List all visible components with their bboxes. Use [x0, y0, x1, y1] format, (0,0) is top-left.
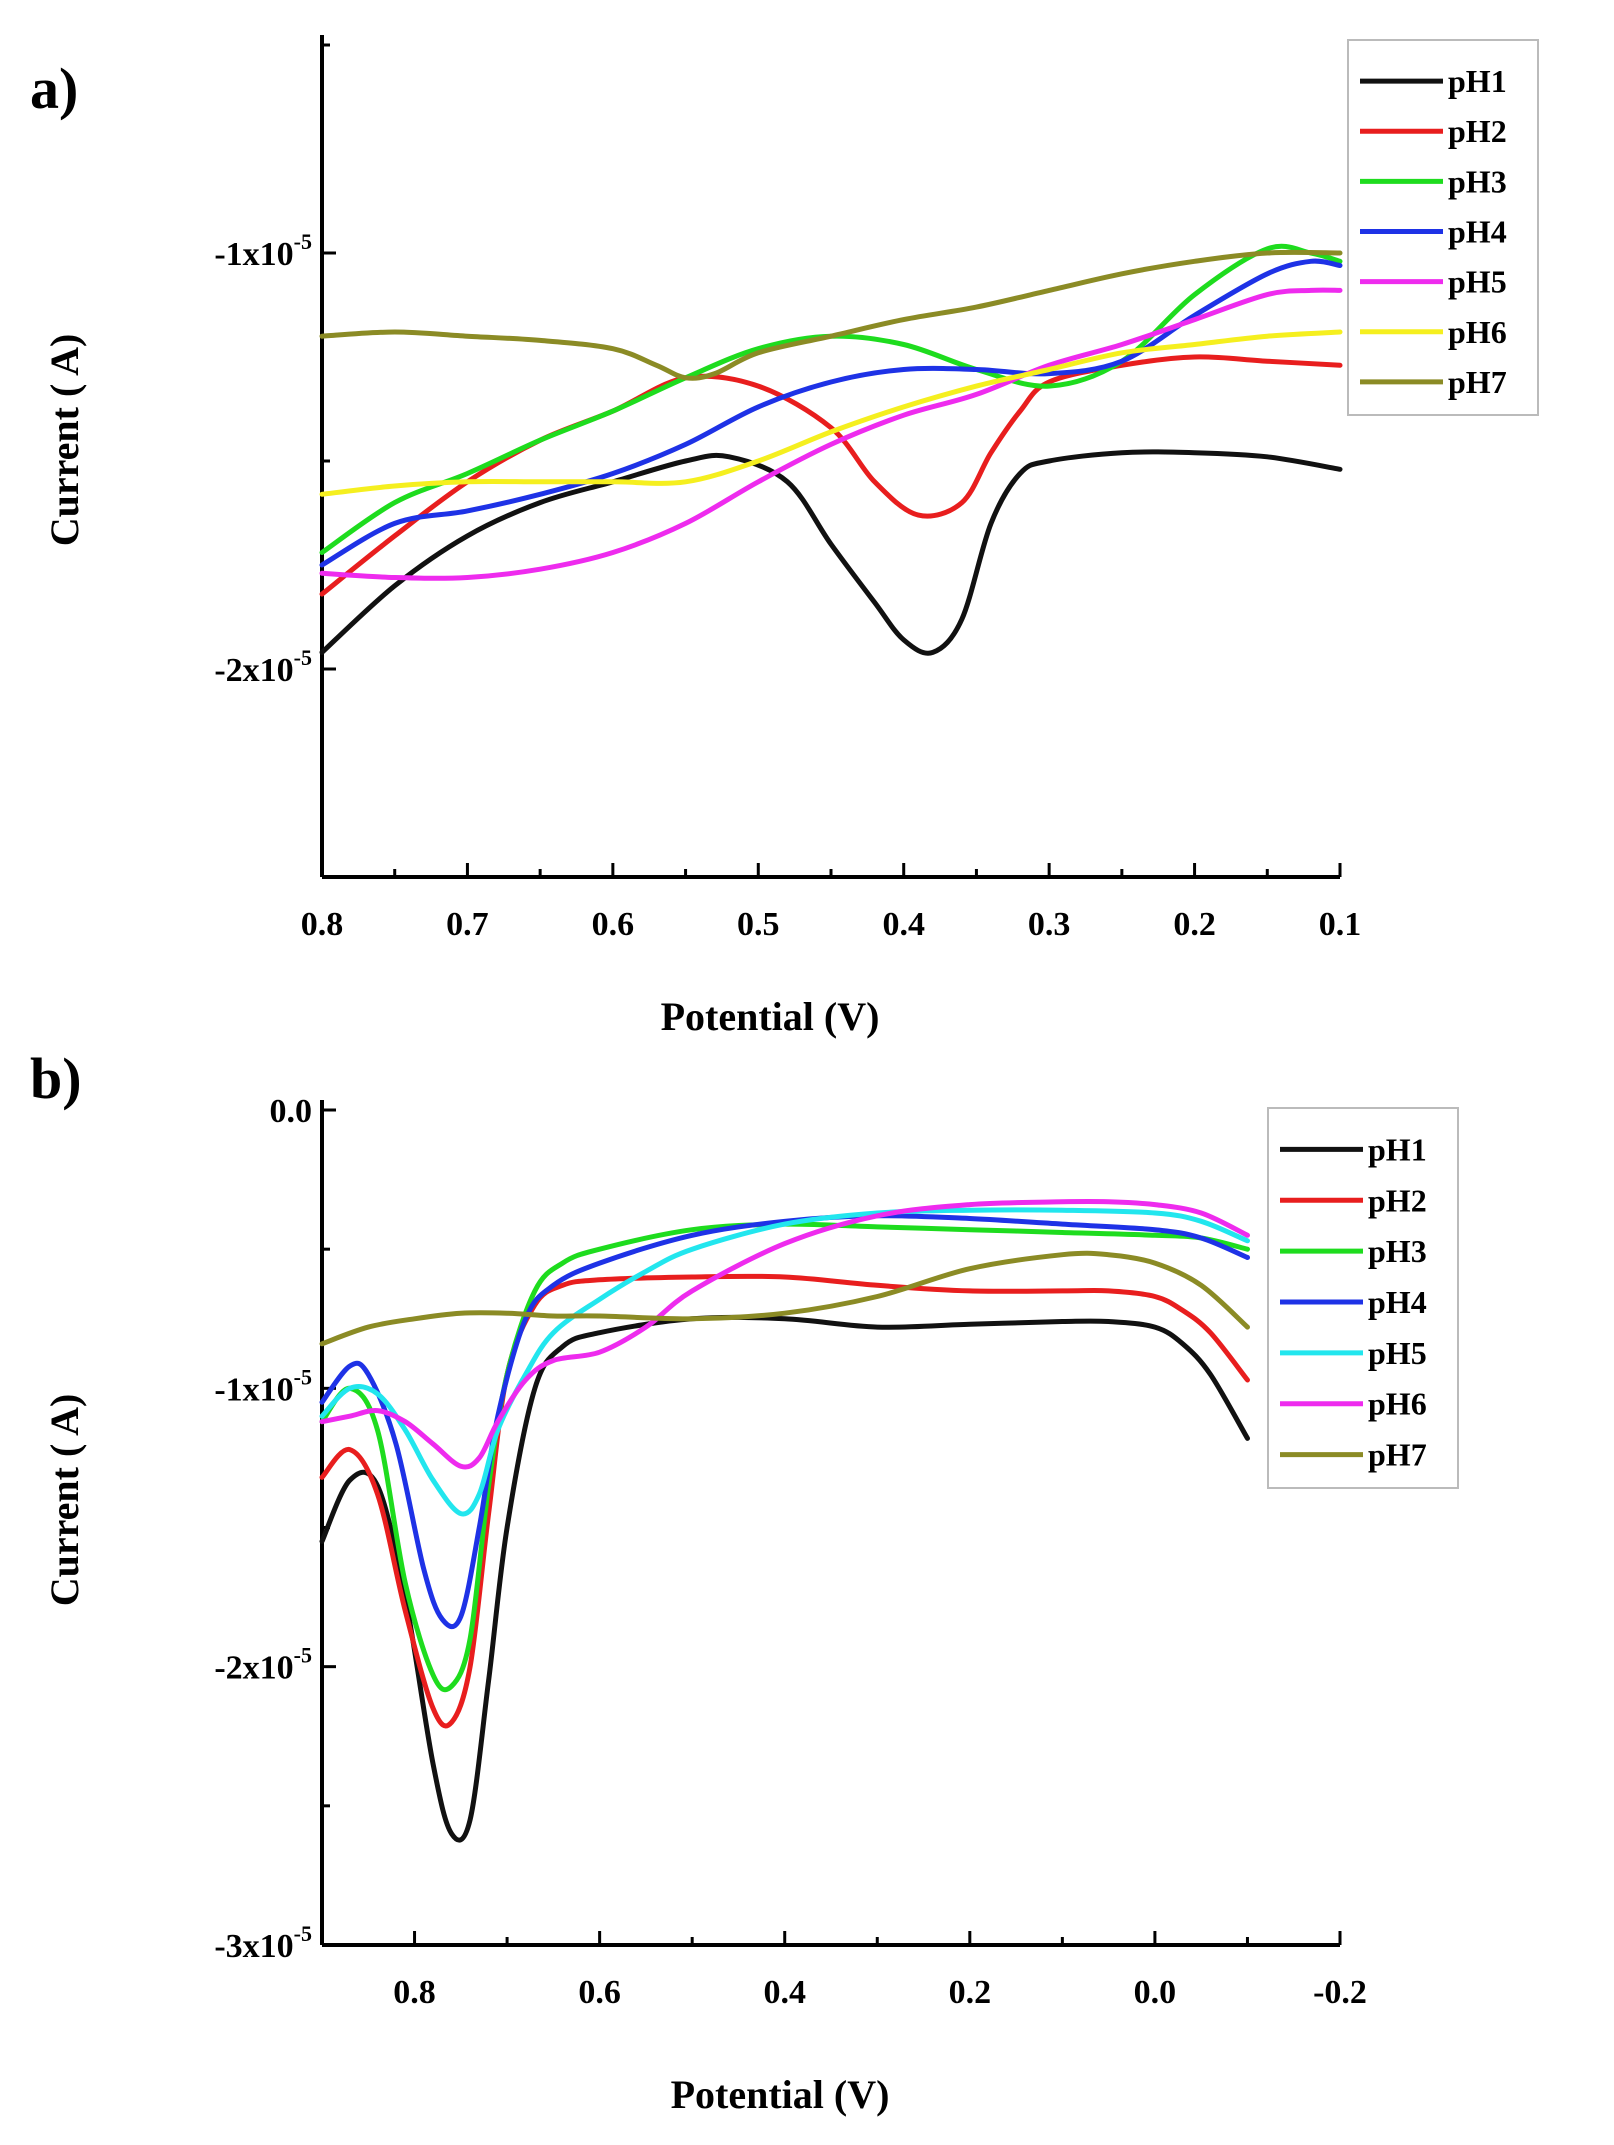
legend-label-pH6-a: pH6: [1448, 314, 1507, 350]
ticks-a: 0.8 0.7 0.6 0.5 0.4 0.3 0.2 0.1 -1x10-5 -2x10-5: [214, 35, 1361, 943]
legend-a: pH1 pH2 pH3 pH4 pH5 pH6 pH7: [1347, 39, 1539, 416]
series-line-pH2-a: [319, 354, 1343, 597]
x-tick-label-a: 0.5: [737, 906, 780, 943]
x-tick-label-a: 0.8: [301, 906, 344, 943]
y-tick-label-a: -2x10-5: [214, 645, 312, 689]
x-tick-label-a: 0.4: [882, 906, 925, 943]
series-line-pH2-b: [319, 1273, 1250, 1729]
legend-label-pH3-a: pH3: [1448, 163, 1507, 199]
y-axis-title-a: Current ( A): [42, 334, 87, 547]
legend-label-pH3-b: pH3: [1368, 1233, 1427, 1269]
panel-b: b) Potential (V) Current ( A) 0.8 0.6 0.4 0…: [30, 1046, 1459, 2117]
legend-label-pH5-b: pH5: [1368, 1335, 1427, 1371]
x-tick-label-b: 0.6: [578, 1974, 621, 2011]
panel-label-a: a): [30, 56, 78, 121]
legend-label-pH7-a: pH7: [1448, 364, 1507, 400]
y-tick-label-b: -3x10-5: [214, 1921, 312, 1965]
series-line-pH5-a: [319, 287, 1343, 581]
legend-label-pH6-b: pH6: [1368, 1386, 1427, 1422]
x-axis-title-b: Potential (V): [671, 2072, 890, 2117]
legend-b: pH1 pH2 pH3 pH4 pH5 pH6 pH7: [1267, 1107, 1459, 1489]
y-tick-label-b: 0.0: [270, 1093, 313, 1130]
legend-label-pH4-a: pH4: [1448, 214, 1507, 250]
series-line-pH3-b: [319, 1221, 1250, 1693]
legend-label-pH1-a: pH1: [1448, 63, 1507, 99]
series-line-pH1-b: [319, 1314, 1250, 1843]
legend-label-pH5-a: pH5: [1448, 264, 1507, 300]
legend-label-pH4-b: pH4: [1368, 1284, 1427, 1320]
series-line-pH6-b: [319, 1199, 1250, 1470]
plot-area-a: [319, 243, 1343, 656]
x-tick-label-b: 0.4: [763, 1974, 806, 2011]
panel-label-b: b): [30, 1046, 82, 1111]
legend-box-a: [1347, 39, 1539, 416]
x-tick-label-b: -0.2: [1313, 1974, 1367, 2011]
x-tick-label-a: 0.6: [592, 906, 635, 943]
series-line-pH1-a: [319, 449, 1343, 656]
x-tick-label-a: 0.3: [1028, 906, 1071, 943]
series-line-pH7-b: [319, 1250, 1250, 1347]
series-line-pH4-b: [319, 1213, 1250, 1630]
series-line-pH5-b: [319, 1207, 1250, 1517]
x-tick-label-b: 0.2: [949, 1974, 992, 2011]
x-tick-label-a: 0.1: [1319, 906, 1362, 943]
series-line-pH3-a: [319, 243, 1343, 555]
x-tick-label-a: 0.2: [1173, 906, 1216, 943]
legend-label-pH2-b: pH2: [1368, 1182, 1427, 1218]
y-tick-label-a: -1x10-5: [214, 229, 312, 273]
legend-box-b: [1267, 1107, 1459, 1489]
ticks-b: 0.8 0.6 0.4 0.2 0.0 -0.2 0.0 -1x10-5 -2x10-5 -3x1…: [214, 1093, 1367, 2011]
x-tick-label-b: 0.0: [1134, 1974, 1177, 2011]
panel-a: a) Potential (V) Current ( A) 0.8 0.7 0.6 0…: [30, 35, 1539, 1039]
legend-label-pH2-a: pH2: [1448, 113, 1507, 149]
y-axis-title-b: Current ( A): [42, 1394, 87, 1607]
legend-label-pH1-b: pH1: [1368, 1131, 1427, 1167]
x-tick-label-a: 0.7: [446, 906, 489, 943]
plot-area-b: [319, 1199, 1250, 1843]
x-tick-label-b: 0.8: [393, 1974, 436, 2011]
y-tick-label-b: -2x10-5: [214, 1643, 312, 1687]
legend-label-pH7-b: pH7: [1368, 1437, 1427, 1473]
series-line-pH4-a: [319, 258, 1343, 568]
series-line-pH6-a: [319, 329, 1343, 497]
y-tick-label-b: -1x10-5: [214, 1364, 312, 1408]
series-line-pH7-a: [319, 249, 1343, 381]
x-axis-title-a: Potential (V): [661, 994, 880, 1039]
